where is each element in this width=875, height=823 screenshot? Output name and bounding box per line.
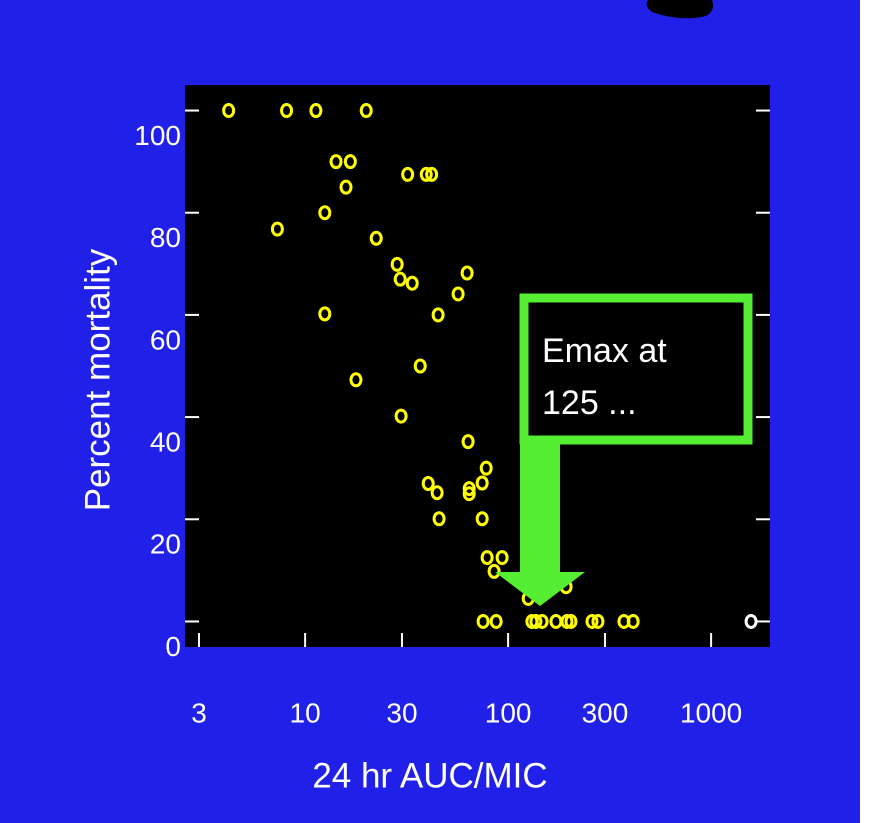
data-point — [476, 613, 490, 629]
y-tick-label: 20 — [150, 529, 181, 560]
data-point — [489, 613, 503, 629]
y-axis-title: Percent mortality — [78, 248, 117, 511]
data-point — [462, 486, 476, 502]
data-point — [405, 275, 419, 291]
data-point — [475, 475, 489, 491]
x-axis-title: 24 hr AUC/MIC — [312, 756, 547, 795]
data-point — [318, 306, 332, 322]
data-point — [393, 271, 407, 287]
data-point — [475, 511, 489, 527]
data-point — [430, 485, 444, 501]
data-point — [318, 205, 332, 221]
data-point — [564, 613, 578, 629]
x-tick-label: 10 — [290, 697, 321, 728]
annotation-box — [519, 293, 753, 445]
data-point — [487, 563, 501, 579]
x-tick-label: 100 — [485, 697, 532, 728]
data-point — [421, 476, 435, 492]
x-tick-label: 300 — [582, 697, 629, 728]
data-point — [390, 256, 404, 272]
data-point — [535, 613, 549, 629]
y-tick-label: 100 — [134, 120, 181, 151]
data-point — [401, 166, 415, 182]
data-point — [460, 265, 474, 281]
data-point — [339, 179, 353, 195]
data-point — [585, 613, 599, 629]
data-point — [349, 372, 363, 388]
annotation: Emax at 125 ... — [495, 293, 753, 606]
data-point — [744, 613, 758, 629]
decoration-blob — [646, 0, 714, 19]
x-tick-label: 30 — [386, 697, 417, 728]
data-point — [369, 230, 383, 246]
data-point — [431, 307, 445, 323]
data-point — [626, 613, 640, 629]
data-point — [432, 511, 446, 527]
data-point — [309, 103, 323, 119]
y-tick-label: 40 — [150, 426, 181, 457]
data-point — [529, 613, 543, 629]
data-point — [270, 221, 284, 237]
data-point — [591, 613, 605, 629]
data-point — [451, 286, 465, 302]
y-tick-label: 80 — [150, 222, 181, 253]
data-point — [462, 481, 476, 497]
annotation-text: Emax at — [542, 332, 667, 370]
data-point — [343, 154, 357, 170]
data-point — [222, 103, 236, 119]
data-point — [329, 154, 343, 170]
y-tick-label: 60 — [150, 324, 181, 355]
data-point — [359, 103, 373, 119]
x-tick-label: 3 — [191, 697, 207, 728]
data-point — [394, 408, 408, 424]
data-point — [419, 166, 433, 182]
data-point — [425, 166, 439, 182]
data-point — [280, 103, 294, 119]
y-tick-label: 0 — [165, 631, 181, 662]
data-point — [560, 613, 574, 629]
annotation-arrow — [495, 444, 585, 606]
data-point — [479, 460, 493, 476]
data-point — [461, 434, 475, 450]
data-point — [495, 550, 509, 566]
x-tick-label: 1000 — [680, 697, 742, 728]
data-point — [480, 550, 494, 566]
annotation-text: 125 ... — [542, 384, 637, 422]
data-point — [413, 358, 427, 374]
